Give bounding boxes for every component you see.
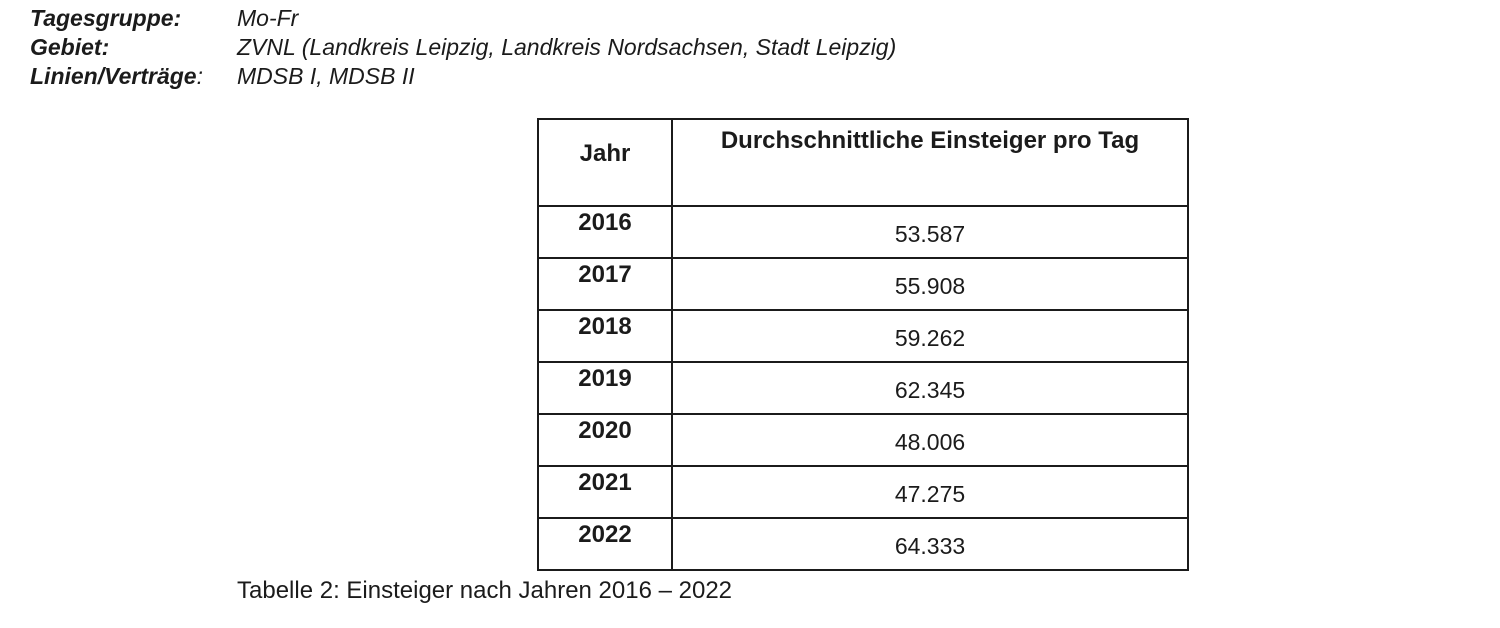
table-row: 2018 59.262 bbox=[537, 309, 1189, 363]
value-cell: 48.006 bbox=[671, 413, 1189, 467]
meta-label: Tagesgruppe: bbox=[30, 5, 182, 31]
year-cell: 2017 bbox=[537, 257, 673, 311]
year-cell: 2021 bbox=[537, 465, 673, 519]
value-cell: 59.262 bbox=[671, 309, 1189, 363]
year-cell: 2018 bbox=[537, 309, 673, 363]
table-row: 2020 48.006 bbox=[537, 413, 1189, 467]
meta-label: Gebiet: bbox=[30, 34, 110, 60]
meta-label: Linien/Verträge bbox=[30, 63, 197, 89]
metadata-block: Tagesgruppe: Mo-Fr Gebiet: ZVNL (Landkre… bbox=[30, 4, 896, 91]
year-cell: 2016 bbox=[537, 205, 673, 259]
meta-value: ZVNL (Landkreis Leipzig, Landkreis Nords… bbox=[237, 34, 897, 60]
column-header-jahr: Jahr bbox=[537, 118, 673, 207]
table-row: 2019 62.345 bbox=[537, 361, 1189, 415]
table-row: 2017 55.908 bbox=[537, 257, 1189, 311]
value-cell: 55.908 bbox=[671, 257, 1189, 311]
data-table: Jahr Durchschnittliche Einsteiger pro Ta… bbox=[537, 118, 1189, 571]
value-cell: 47.275 bbox=[671, 465, 1189, 519]
value-cell: 53.587 bbox=[671, 205, 1189, 259]
year-cell: 2020 bbox=[537, 413, 673, 467]
table-row: 2022 64.333 bbox=[537, 517, 1189, 571]
table-row: 2021 47.275 bbox=[537, 465, 1189, 519]
value-cell: 62.345 bbox=[671, 361, 1189, 415]
meta-row-gebiet: Gebiet: ZVNL (Landkreis Leipzig, Landkre… bbox=[30, 33, 896, 62]
meta-value: Mo-Fr bbox=[237, 5, 299, 31]
meta-value: MDSB I, MDSB II bbox=[237, 63, 415, 89]
meta-row-tagesgruppe: Tagesgruppe: Mo-Fr bbox=[30, 4, 896, 33]
year-cell: 2019 bbox=[537, 361, 673, 415]
table-row: 2016 53.587 bbox=[537, 205, 1189, 259]
value-cell: 64.333 bbox=[671, 517, 1189, 571]
column-header-einsteiger: Durchschnittliche Einsteiger pro Tag bbox=[671, 118, 1189, 207]
year-cell: 2022 bbox=[537, 517, 673, 571]
table-caption: Tabelle 2: Einsteiger nach Jahren 2016 –… bbox=[237, 577, 733, 604]
table-header-row: Jahr Durchschnittliche Einsteiger pro Ta… bbox=[537, 118, 1189, 207]
meta-row-linien-vertraege: Linien/Verträge: MDSB I, MDSB II bbox=[30, 63, 415, 89]
